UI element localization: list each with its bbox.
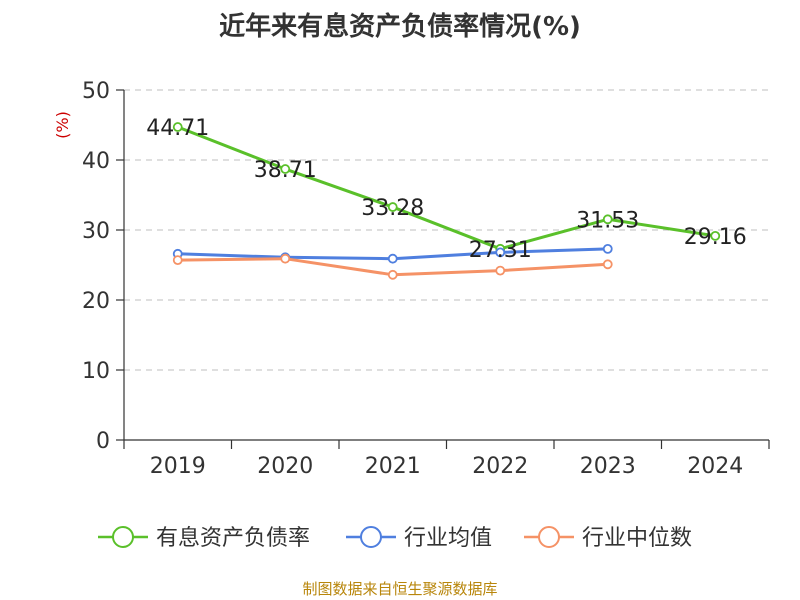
x-tick-label: 2020 [257, 454, 313, 479]
chart-title: 近年来有息资产负债率情况(%) [219, 12, 581, 42]
y-tick-label: 50 [82, 79, 110, 104]
data-point [602, 243, 613, 254]
data-label: 33.28 [361, 196, 424, 221]
data-point [387, 202, 398, 212]
x-tick-label: 2024 [687, 454, 743, 479]
data-point [387, 253, 398, 264]
data-label: 27.31 [469, 238, 532, 263]
data-point [602, 259, 613, 270]
series-lines [172, 122, 721, 280]
y-axis-label: (%) [53, 111, 72, 139]
legend-label: 有息资产负债率 [156, 526, 310, 551]
data-label: 38.71 [254, 158, 317, 183]
legend-marker [538, 526, 560, 548]
x-tick-label: 2019 [150, 454, 206, 479]
data-point [172, 122, 183, 132]
y-tick-label: 10 [82, 359, 110, 384]
y-tick-label: 40 [82, 149, 110, 174]
x-tick-label: 2023 [580, 454, 636, 479]
legend-label: 行业中位数 [582, 526, 692, 551]
data-point [280, 253, 291, 264]
data-label: 44.71 [146, 116, 209, 141]
legend-marker [360, 526, 382, 548]
data-point [710, 230, 721, 241]
footer-source: 制图数据来自恒生聚源数据库 [302, 580, 498, 598]
x-tick-label: 2022 [472, 454, 528, 479]
data-point [602, 214, 613, 225]
data-labels: 44.71 38.71 33.28 27.31 31.53 29.16 [146, 116, 746, 263]
series-line [177, 125, 716, 251]
data-point [495, 247, 506, 258]
x-tick-labels: 2019 2020 2021 2022 2023 2024 [150, 454, 744, 479]
data-point [280, 164, 291, 174]
y-tick-label: 30 [82, 219, 110, 244]
x-tick-label: 2021 [365, 454, 421, 479]
legend: 有息资产负债率 行业均值 行业中位数 [98, 526, 692, 551]
grid-lines [124, 89, 769, 371]
data-point [172, 255, 183, 266]
y-tick-labels: 0 10 20 30 40 50 [82, 79, 110, 454]
y-tick-label: 20 [82, 289, 110, 314]
data-point [495, 265, 506, 276]
axes [116, 89, 770, 449]
data-point [387, 269, 398, 280]
data-label: 31.53 [576, 208, 639, 233]
y-tick-label: 0 [96, 429, 110, 454]
data-label: 29.16 [684, 225, 747, 250]
legend-marker [112, 526, 134, 548]
legend-label: 行业均值 [404, 526, 492, 551]
